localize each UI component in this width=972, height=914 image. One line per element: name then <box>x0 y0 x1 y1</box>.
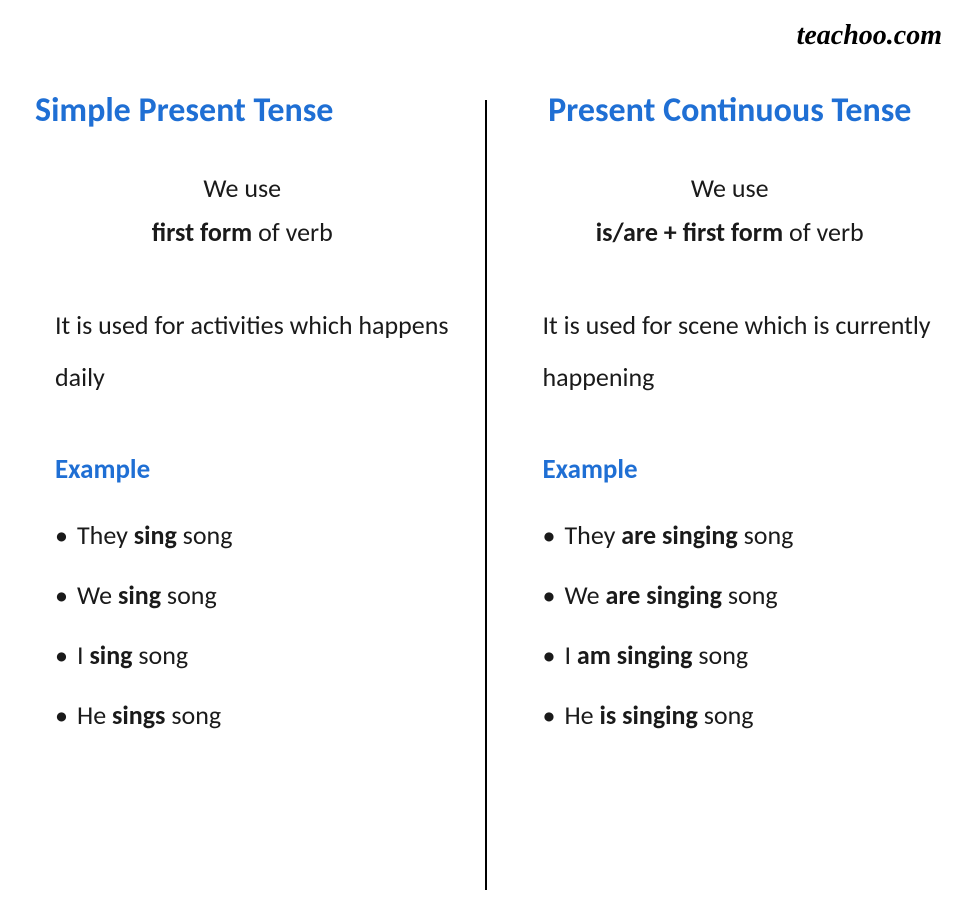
left-usage-bold: first form <box>152 216 253 248</box>
left-title: Simple Present Tense <box>30 90 455 131</box>
left-example-heading: Example <box>30 453 455 486</box>
left-usage: We use first form of verb <box>30 166 455 254</box>
left-example-list: They sing songWe sing songI sing songHe … <box>30 506 455 745</box>
list-item: We sing song <box>55 566 455 626</box>
left-usage-after: of verb <box>252 216 333 248</box>
comparison-container: Simple Present Tense We use first form o… <box>0 0 972 914</box>
list-item: He is singing song <box>542 686 942 746</box>
left-column: Simple Present Tense We use first form o… <box>0 90 485 914</box>
list-item: He sings song <box>55 686 455 746</box>
list-item: I sing song <box>55 626 455 686</box>
right-example-list: They are singing songWe are singing song… <box>517 506 942 745</box>
right-usage-line1: We use <box>691 172 769 204</box>
list-item: They sing song <box>55 506 455 566</box>
list-item: They are singing song <box>542 506 942 566</box>
left-usage-line1: We use <box>203 172 281 204</box>
right-usage-after: of verb <box>783 216 864 248</box>
right-description: It is used for scene which is currently … <box>517 299 942 403</box>
left-description: It is used for activities which happens … <box>30 299 455 403</box>
brand-logo: teachoo.com <box>797 20 942 52</box>
list-item: I am singing song <box>542 626 942 686</box>
list-item: We are singing song <box>542 566 942 626</box>
right-usage-bold: is/are + first form <box>596 216 783 248</box>
right-column: Present Continuous Tense We use is/are +… <box>487 90 972 914</box>
right-usage: We use is/are + first form of verb <box>517 166 942 254</box>
right-example-heading: Example <box>517 453 942 486</box>
right-title: Present Continuous Tense <box>517 90 942 131</box>
